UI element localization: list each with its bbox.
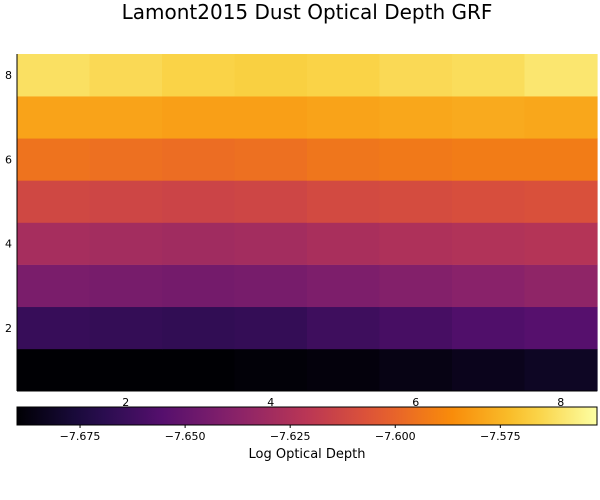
colorbar: [16, 406, 598, 426]
heatmap-cell: [452, 54, 526, 97]
chart-title: Lamont2015 Dust Optical Depth GRF: [122, 0, 493, 24]
heatmap-cell: [89, 348, 163, 392]
heatmap-cell: [89, 96, 163, 139]
heatmap-cell: [379, 222, 453, 265]
heatmap-cell: [89, 54, 163, 97]
y-tick-label: 4: [5, 238, 12, 251]
colorbar-ticks: −7.675 −7.650 −7.625 −7.600 −7.575: [60, 425, 521, 443]
heatmap-cell: [452, 96, 526, 139]
heatmap-cell: [234, 306, 308, 350]
y-axis-ticks: 2 4 6 8: [5, 69, 12, 335]
heatmap-cell: [17, 222, 91, 265]
heatmap-cell: [307, 222, 381, 265]
x-tick-label: 2: [122, 396, 129, 409]
colorbar-tick-label: −7.625: [270, 430, 311, 443]
heatmap-cell: [379, 54, 453, 97]
heatmap-cell: [524, 222, 598, 265]
heatmap-cell: [307, 348, 381, 392]
heatmap-cell: [307, 54, 381, 97]
heatmap-cell: [17, 54, 91, 97]
heatmap-cell: [307, 264, 381, 308]
heatmap-cell: [524, 54, 598, 97]
x-tick-label: 8: [557, 396, 564, 409]
heatmap-cell: [17, 264, 91, 308]
heatmap-cell: [234, 222, 308, 265]
plot-axes: [16, 54, 597, 392]
x-tick-label: 6: [412, 396, 419, 409]
heatmap-cell: [162, 54, 236, 97]
colorbar-tick-label: −7.600: [375, 430, 416, 443]
heatmap-cell: [234, 54, 308, 97]
heatmap-cell: [17, 180, 91, 223]
x-tick-label: 4: [267, 396, 274, 409]
x-axis-ticks: 2 4 6 8: [122, 396, 564, 409]
colorbar-label: Log Optical Depth: [249, 447, 366, 462]
heatmap-cell: [452, 222, 526, 265]
heatmap-cell: [162, 180, 236, 223]
heatmap-cell: [379, 348, 453, 392]
heatmap-cell: [379, 264, 453, 308]
heatmap-cell: [234, 180, 308, 223]
heatmap-cell: [379, 138, 453, 181]
heatmap-cell: [162, 222, 236, 265]
heatmap-cell: [524, 180, 598, 223]
heatmap-cell: [307, 306, 381, 350]
heatmap-cell: [379, 96, 453, 139]
heatmap-cell: [162, 264, 236, 308]
heatmap-cell: [524, 348, 598, 392]
heatmap-cell: [17, 348, 91, 392]
heatmap-cell: [524, 264, 598, 308]
heatmap-cell: [452, 180, 526, 223]
heatmap-cell: [234, 264, 308, 308]
colorbar-tick-label: −7.675: [60, 430, 101, 443]
heatmap-cell: [307, 180, 381, 223]
heatmap-cell: [17, 306, 91, 350]
colorbar-tick-label: −7.650: [165, 430, 206, 443]
heatmap-cell: [162, 348, 236, 392]
heatmap-cell: [89, 222, 163, 265]
heatmap-cell: [89, 264, 163, 308]
heatmap-cell: [452, 348, 526, 392]
heatmap-cell: [524, 96, 598, 139]
heatmap-cell: [524, 138, 598, 181]
heatmap-cell: [17, 96, 91, 139]
heatmap-cell: [307, 96, 381, 139]
heatmap-cell: [524, 306, 598, 350]
heatmap-cell: [162, 96, 236, 139]
colorbar-tick-label: −7.575: [480, 430, 521, 443]
heatmap-cell: [379, 306, 453, 350]
y-tick-label: 2: [5, 322, 12, 335]
heatmap-cell: [89, 180, 163, 223]
heatmap-cell: [234, 348, 308, 392]
heatmap-cell: [307, 138, 381, 181]
heatmap-cell: [17, 138, 91, 181]
heatmap-cell: [452, 306, 526, 350]
y-tick-label: 8: [5, 69, 12, 82]
heatmap-cell: [379, 180, 453, 223]
y-tick-label: 6: [5, 153, 12, 166]
heatmap-cell: [162, 138, 236, 181]
heatmap-cells: [17, 54, 598, 392]
heatmap-cell: [452, 264, 526, 308]
heatmap-cell: [234, 138, 308, 181]
heatmap-cell: [234, 96, 308, 139]
heatmap-cell: [89, 306, 163, 350]
heatmap-cell: [162, 306, 236, 350]
heatmap-cell: [452, 138, 526, 181]
heatmap-cell: [89, 138, 163, 181]
